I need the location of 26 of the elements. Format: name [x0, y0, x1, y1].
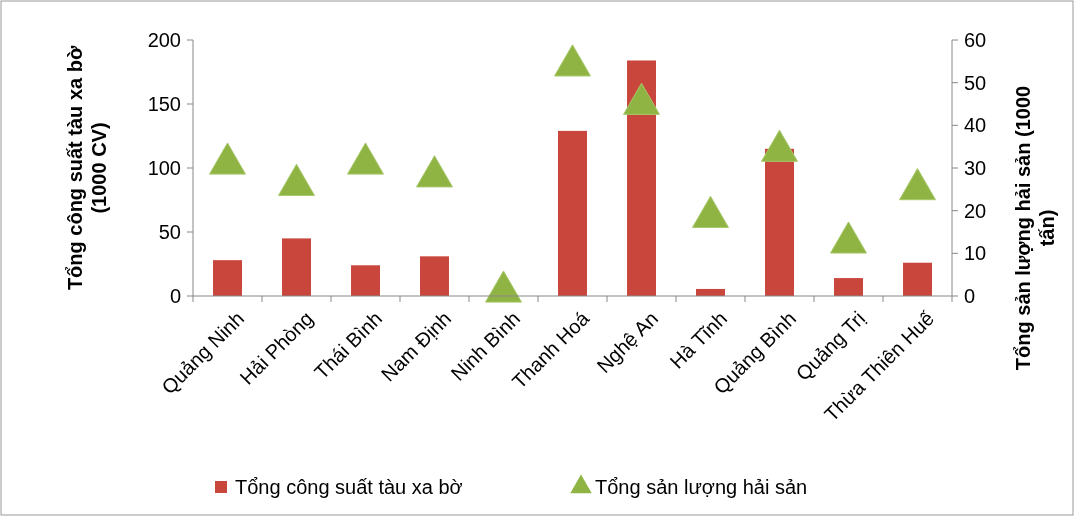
y2-tick-label: 50	[964, 71, 987, 94]
y2-tick-label: 40	[964, 114, 987, 137]
legend-label: Tổng sản lượng hải sản	[595, 476, 808, 498]
y2-tick-label: 20	[964, 199, 987, 222]
y-tick-label: 150	[147, 93, 181, 115]
bar	[834, 278, 863, 296]
bar	[351, 265, 380, 296]
y2-tick-label: 60	[964, 29, 987, 51]
y-tick-label: 100	[147, 157, 181, 179]
y-tick-label: 200	[147, 29, 181, 51]
bar	[282, 238, 311, 296]
legend-label: Tổng công suất tàu xa bờ	[235, 476, 463, 498]
y2-tick-label: 30	[964, 157, 987, 179]
y-tick-label: 0	[169, 285, 181, 307]
bar	[420, 256, 449, 296]
y2-tick-label: 0	[964, 285, 976, 307]
y2-tick-label: 10	[964, 242, 987, 265]
bar	[903, 262, 932, 296]
bar	[627, 60, 656, 296]
bar	[558, 130, 587, 296]
y2-axis-title: Tổng sản lượng hải sản (1000 tấn)	[1012, 85, 1058, 371]
bar	[213, 260, 242, 296]
y-tick-label: 50	[158, 221, 181, 243]
bar	[765, 148, 794, 296]
y-axis-title: Tổng công suất tàu xa bờ (1000 CV)	[64, 45, 110, 291]
x-tick-label: Hà Tĩnh	[665, 307, 732, 373]
